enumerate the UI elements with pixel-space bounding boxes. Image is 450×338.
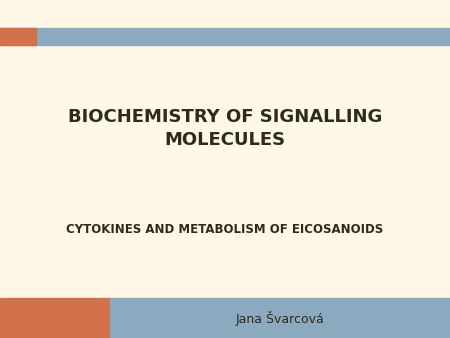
Text: CYTOKINES AND METABOLISM OF EICOSANOIDS: CYTOKINES AND METABOLISM OF EICOSANOIDS <box>67 223 383 236</box>
Bar <box>0 298 110 338</box>
Bar <box>0 28 450 45</box>
Bar <box>0 28 36 45</box>
Text: Jana Švarcová: Jana Švarcová <box>236 311 324 325</box>
Bar <box>110 298 450 338</box>
Text: BIOCHEMISTRY OF SIGNALLING
MOLECULES: BIOCHEMISTRY OF SIGNALLING MOLECULES <box>68 107 382 149</box>
